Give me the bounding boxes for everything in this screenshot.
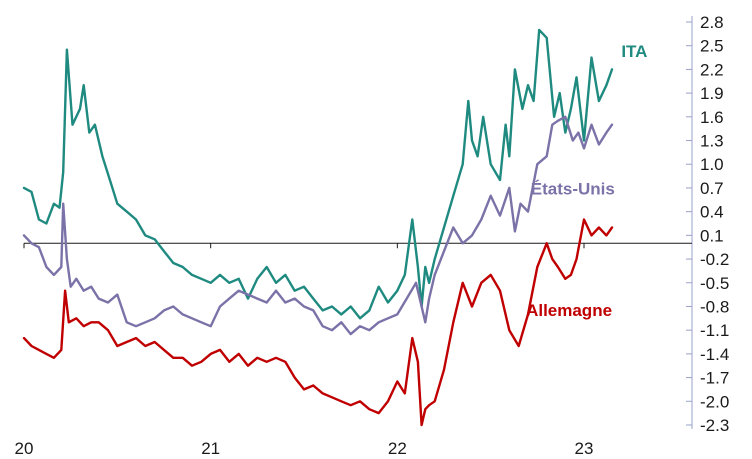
y-tick-label: -2.3 <box>700 416 729 435</box>
y-tick-label: -0.8 <box>700 297 729 316</box>
y-tick-label: -1.4 <box>700 345 729 364</box>
y-tick-label: 2.5 <box>700 37 724 56</box>
x-tick-label: 21 <box>201 439 220 458</box>
y-tick-label: -1.1 <box>700 321 729 340</box>
y-tick-label: 0.4 <box>700 203 724 222</box>
y-tick-label: 1.6 <box>700 108 724 127</box>
x-tick-label: 23 <box>575 439 594 458</box>
y-tick-label: 1.3 <box>700 132 724 151</box>
series-label-2: Allemagne <box>526 301 612 320</box>
y-tick-label: 0.7 <box>700 179 724 198</box>
x-tick-label: 22 <box>388 439 407 458</box>
series-label-1: États-Unis <box>531 179 615 198</box>
y-tick-label: -1.7 <box>700 369 729 388</box>
y-tick-label: 2.8 <box>700 13 724 32</box>
y-tick-label: -0.2 <box>700 250 729 269</box>
series-labels: ITA États-Unis Allemagne <box>526 42 647 320</box>
series-label-0: ITA <box>621 42 647 61</box>
y-axis: 2.8 2.5 2.2 1.9 1.6 1.3 1.0 0.7 0.4 0.1 -0.2 -0.5 -0… <box>24 13 729 435</box>
series-line-0 <box>24 30 612 318</box>
x-tick-label: 20 <box>15 439 34 458</box>
series-group <box>24 30 612 425</box>
series-line-2 <box>24 220 612 426</box>
series-line-1 <box>24 117 612 334</box>
y-tick-label: 2.2 <box>700 60 724 79</box>
y-tick-label: -2.0 <box>700 392 729 411</box>
y-tick-label: 1.0 <box>700 155 724 174</box>
y-tick-label: -0.5 <box>700 274 729 293</box>
y-tick-label: 0.1 <box>700 226 724 245</box>
y-tick-label: 1.9 <box>700 84 724 103</box>
x-axis: 20 21 22 23 <box>15 243 594 458</box>
